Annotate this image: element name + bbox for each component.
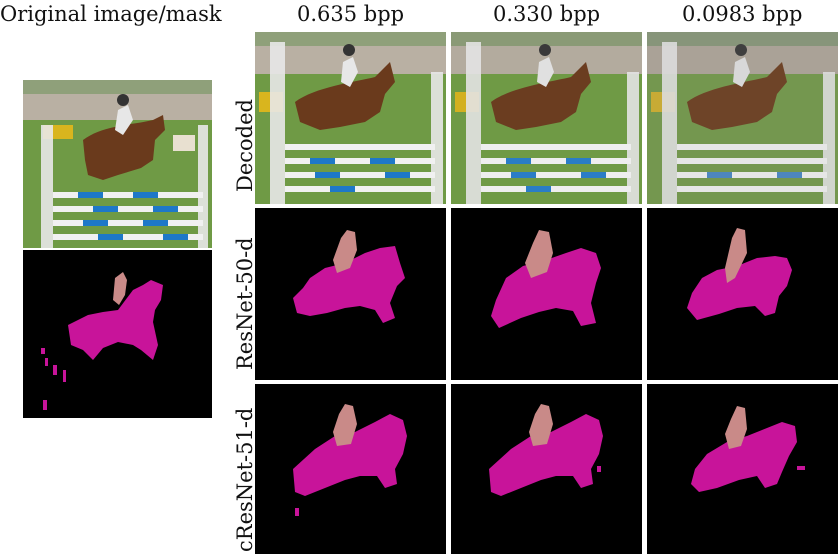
row-label-cresnet: cResNet-51-d xyxy=(233,407,257,552)
cresnet-mask-0330 xyxy=(451,384,642,554)
row-label-resnet: ResNet-50-d xyxy=(233,237,257,370)
row-label-decoded: Decoded xyxy=(233,99,257,192)
bpp-header-3: 0.0983 bpp xyxy=(682,2,803,26)
decoded-0330 xyxy=(451,32,642,204)
decoded-00983 xyxy=(647,32,838,204)
cresnet-mask-00983 xyxy=(647,384,838,554)
resnet-mask-0635 xyxy=(255,208,446,380)
resnet-mask-0330 xyxy=(451,208,642,380)
cresnet-mask-0635 xyxy=(255,384,446,554)
original-image xyxy=(23,80,212,248)
original-header: Original image/mask xyxy=(0,2,222,26)
bpp-header-2: 0.330 bpp xyxy=(493,2,601,26)
decoded-0635 xyxy=(255,32,446,204)
resnet-mask-00983 xyxy=(647,208,838,380)
bpp-header-1: 0.635 bpp xyxy=(297,2,405,26)
original-mask xyxy=(23,250,212,418)
